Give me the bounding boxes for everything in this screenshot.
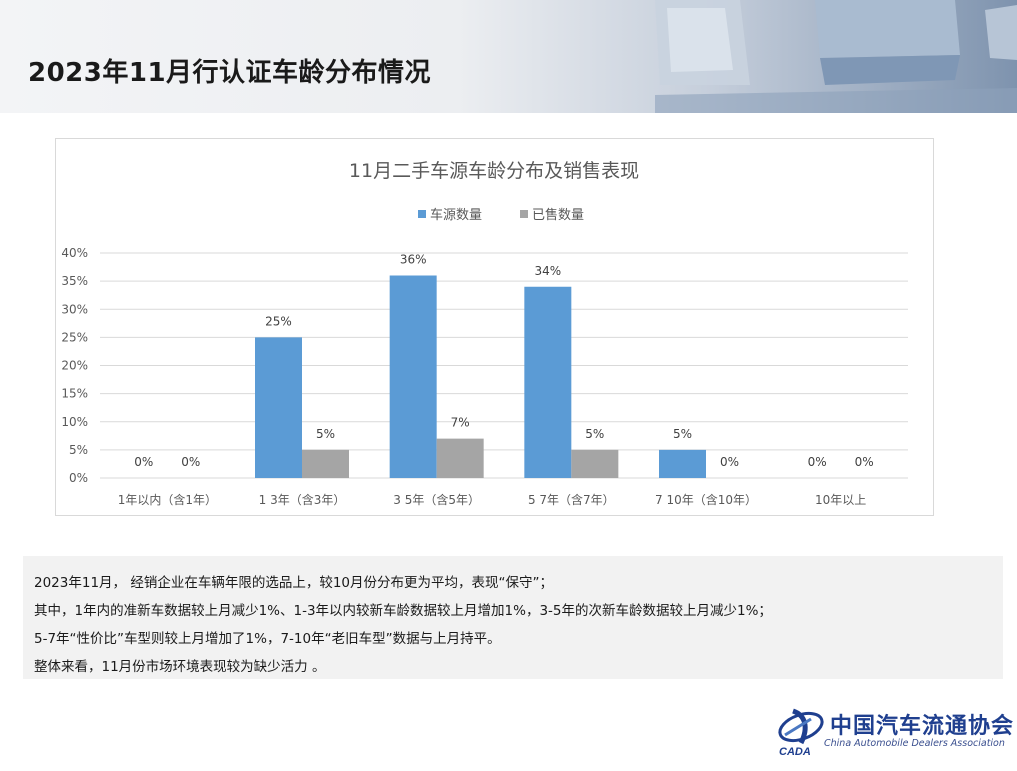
- note-line-4: 整体来看，11月份市场环境表现较为缺少活力 。: [34, 659, 326, 675]
- x-tick-label: 10年以上: [815, 493, 866, 507]
- header-banner: 2023年11月行认证车龄分布情况: [0, 0, 1017, 113]
- legend-swatch-2: [520, 210, 528, 218]
- bar-source: [659, 449, 706, 478]
- logo-english-name: China Automobile Dealers Association: [824, 738, 1005, 749]
- decorative-cubes: [655, 0, 1017, 113]
- x-tick-label: 1年以内（含1年）: [118, 492, 217, 507]
- cada-logo: CADA 中国汽车流通协会 China Automobile Dealers A…: [775, 705, 1013, 765]
- bar-source: [389, 275, 437, 478]
- data-label: 25%: [265, 314, 292, 328]
- y-tick-label: 35%: [61, 274, 88, 288]
- data-label: 5%: [673, 427, 692, 441]
- x-tick-label: 5 7年（含7年）: [528, 492, 615, 507]
- y-tick-label: 20%: [61, 359, 88, 373]
- chart-container: 11月二手车源车龄分布及销售表现车源数量 已售数量 0% 5% 10% 15% 20% 25%…: [55, 138, 934, 516]
- cada-logo-icon: CADA: [778, 708, 824, 757]
- y-tick-label: 40%: [61, 246, 88, 260]
- y-tick-label: 5%: [69, 443, 88, 457]
- x-tick-label: 7 10年（含10年）: [655, 492, 757, 507]
- data-label: 0%: [720, 455, 739, 469]
- data-label: 34%: [534, 264, 561, 278]
- logo-chinese-name: 中国汽车流通协会: [830, 713, 1015, 739]
- data-label: 36%: [400, 253, 427, 267]
- bar-sold: [436, 438, 484, 478]
- y-tick-label: 30%: [61, 302, 88, 316]
- x-tick-label: 1 3年（含3年）: [259, 492, 346, 507]
- bar-source: [524, 286, 572, 478]
- data-label: 7%: [451, 416, 470, 430]
- y-tick-label: 10%: [61, 415, 88, 429]
- page-title: 2023年11月行认证车龄分布情况: [28, 58, 432, 88]
- data-label: 5%: [316, 427, 335, 441]
- data-label: 0%: [808, 455, 827, 469]
- notes-panel: 2023年11月， 经销企业在车辆年限的选品上，较10月份分布更为平均，表现“保…: [23, 556, 1003, 679]
- data-label: 5%: [585, 427, 604, 441]
- legend-label-2: 已售数量: [532, 207, 584, 223]
- data-label: 0%: [855, 455, 874, 469]
- bar-sold: [571, 449, 619, 478]
- bar-sold: [302, 449, 349, 478]
- logo-mark-text: CADA: [779, 746, 811, 757]
- note-line-1: 2023年11月， 经销企业在车辆年限的选品上，较10月份分布更为平均，表现“保…: [34, 575, 553, 591]
- note-line-2: 其中，1年内的准新车数据较上月减少1%、1-3年以内较新车龄数据较上月增加1%，…: [34, 603, 772, 619]
- x-tick-label: 3 5年（含5年）: [393, 492, 480, 507]
- data-label: 0%: [181, 455, 200, 469]
- y-tick-label: 0%: [69, 471, 88, 485]
- legend-label-1: 车源数量: [430, 207, 482, 223]
- y-tick-label: 25%: [61, 330, 88, 344]
- bar-source: [255, 337, 302, 478]
- data-label: 0%: [134, 455, 153, 469]
- legend-swatch-1: [418, 210, 426, 218]
- chart-title: 11月二手车源车龄分布及销售表现: [349, 160, 639, 182]
- note-line-3: 5-7年“性价比”车型则较上月增加了1%，7-10年“老旧车型”数据与上月持平。: [34, 631, 501, 647]
- y-tick-label: 15%: [61, 387, 88, 401]
